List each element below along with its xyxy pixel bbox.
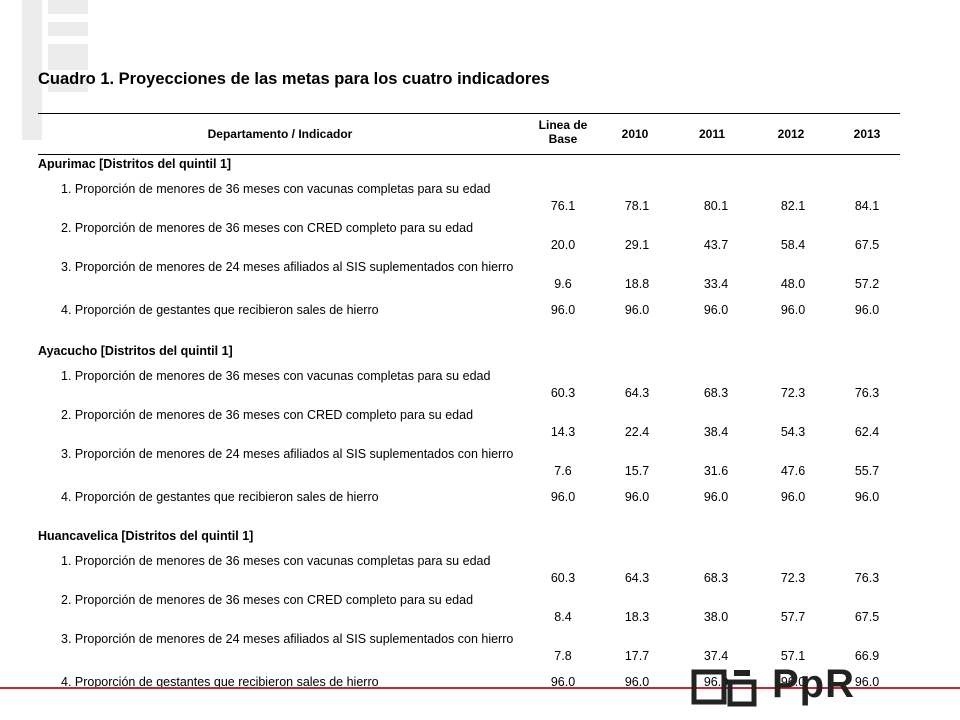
value-cell: 8.4 — [554, 610, 572, 624]
value-cell: 72.3 — [780, 386, 806, 400]
indicator-label: 4. Proporción de gestantes que recibiero… — [61, 490, 379, 504]
indicator-label: 2. Proporción de menores de 36 meses con… — [61, 408, 474, 422]
value-cell: 96.0 — [854, 675, 880, 689]
header-2013: 2013 — [853, 127, 881, 141]
value-cell: 64.3 — [624, 386, 650, 400]
value-cell: 9.6 — [554, 277, 572, 291]
value-cell: 20.0 — [550, 238, 576, 252]
value-cell: 96.0 — [854, 303, 880, 317]
value-cell: 7.8 — [554, 649, 572, 663]
header-2011: 2011 — [698, 127, 726, 141]
value-cell: 76.3 — [854, 571, 880, 585]
section-title: Huancavelica [Distritos del quintil 1] — [38, 529, 254, 543]
value-cell: 96.0 — [780, 490, 806, 504]
indicator-label: 3. Proporción de menores de 24 meses afi… — [61, 260, 514, 274]
value-cell: 18.8 — [624, 277, 650, 291]
value-cell: 57.1 — [780, 649, 806, 663]
value-cell: 67.5 — [854, 610, 880, 624]
value-cell: 54.3 — [780, 425, 806, 439]
value-cell: 96.0 — [550, 303, 576, 317]
value-cell: 48.0 — [780, 277, 806, 291]
value-cell: 22.4 — [624, 425, 650, 439]
value-cell: 58.4 — [780, 238, 806, 252]
value-cell: 96.0 — [780, 675, 806, 689]
indicator-label: 1. Proporción de menores de 36 meses con… — [61, 369, 491, 383]
header-2010: 2010 — [621, 127, 649, 141]
value-cell: 96.0 — [624, 490, 650, 504]
value-cell: 96.0 — [854, 490, 880, 504]
value-cell: 47.6 — [780, 464, 806, 478]
value-cell: 76.3 — [854, 386, 880, 400]
section-title: Apurimac [Distritos del quintil 1] — [38, 157, 232, 171]
value-cell: 84.1 — [854, 199, 880, 213]
value-cell: 82.1 — [780, 199, 806, 213]
indicator-label: 1. Proporción de menores de 36 meses con… — [61, 182, 491, 196]
value-cell: 96.0 — [703, 490, 729, 504]
ppr-logo-icon — [691, 669, 757, 707]
value-cell: 43.7 — [703, 238, 729, 252]
header-dept: Departamento / Indicador — [207, 127, 353, 141]
indicator-label: 2. Proporción de menores de 36 meses con… — [61, 593, 474, 607]
table-header-rule — [38, 154, 900, 155]
value-cell: 38.0 — [703, 610, 729, 624]
value-cell: 18.3 — [624, 610, 650, 624]
value-cell: 68.3 — [703, 386, 729, 400]
table-title: Cuadro 1. Proyecciones de las metas para… — [38, 70, 550, 88]
value-cell: 96.0 — [624, 675, 650, 689]
value-cell: 78.1 — [624, 199, 650, 213]
value-cell: 80.1 — [703, 199, 729, 213]
value-cell: 7.6 — [554, 464, 572, 478]
indicator-label: 3. Proporción de menores de 24 meses afi… — [61, 447, 514, 461]
header-2012: 2012 — [777, 127, 805, 141]
value-cell: 96.0 — [624, 303, 650, 317]
value-cell: 14.3 — [550, 425, 576, 439]
header-base: Linea de Base — [538, 118, 588, 146]
value-cell: 64.3 — [624, 571, 650, 585]
value-cell: 62.4 — [854, 425, 880, 439]
logo-text: PpR — [772, 662, 855, 706]
value-cell: 37.4 — [703, 649, 729, 663]
value-cell: 76.1 — [550, 199, 576, 213]
indicator-label: 4. Proporción de gestantes que recibiero… — [61, 303, 379, 317]
value-cell: 96.0 — [550, 490, 576, 504]
value-cell: 17.7 — [624, 649, 650, 663]
indicator-label: 2. Proporción de menores de 36 meses con… — [61, 221, 474, 235]
indicator-label: 4. Proporción de gestantes que recibiero… — [61, 675, 379, 689]
value-cell: 33.4 — [703, 277, 729, 291]
footer-red-line — [0, 687, 960, 689]
value-cell: 55.7 — [854, 464, 880, 478]
value-cell: 67.5 — [854, 238, 880, 252]
table-top-rule — [38, 113, 900, 114]
value-cell: 68.3 — [703, 571, 729, 585]
value-cell: 96.0 — [780, 303, 806, 317]
value-cell: 96.0 — [703, 303, 729, 317]
value-cell: 60.3 — [550, 386, 576, 400]
value-cell: 31.6 — [703, 464, 729, 478]
value-cell: 60.3 — [550, 571, 576, 585]
indicator-label: 3. Proporción de menores de 24 meses afi… — [61, 632, 514, 646]
value-cell: 38.4 — [703, 425, 729, 439]
indicator-label: 1. Proporción de menores de 36 meses con… — [61, 554, 491, 568]
value-cell: 72.3 — [780, 571, 806, 585]
section-title: Ayacucho [Distritos del quintil 1] — [38, 344, 233, 358]
value-cell: 66.9 — [854, 649, 880, 663]
value-cell: 15.7 — [624, 464, 650, 478]
value-cell: 57.2 — [854, 277, 880, 291]
corner-decoration — [22, 0, 88, 140]
value-cell: 57.7 — [780, 610, 806, 624]
value-cell: 96.0 — [550, 675, 576, 689]
value-cell: 29.1 — [624, 238, 650, 252]
